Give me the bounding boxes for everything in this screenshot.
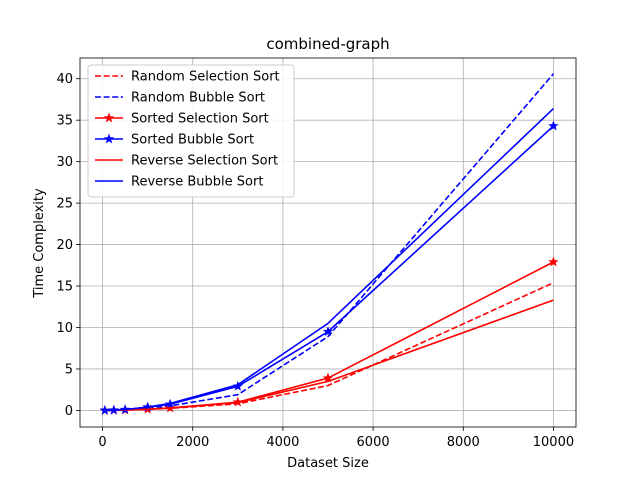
- series-line: [104, 108, 555, 412]
- series-reverse-selection-sort: [104, 299, 554, 412]
- series-reverse-bubble-sort: [104, 108, 555, 412]
- legend-item-sorted-bubble-sort: Sorted Bubble Sort: [95, 133, 254, 148]
- y-tick-label: 30: [56, 155, 73, 170]
- data-point-star: [232, 396, 244, 407]
- y-tick-label: 35: [56, 114, 73, 129]
- series-line: [104, 299, 554, 412]
- legend-box: [87, 64, 295, 198]
- x-tick-label: 4000: [266, 435, 299, 450]
- legend-item-sorted-selection-sort: Sorted Selection Sort: [95, 112, 269, 127]
- data-point-star: [322, 372, 334, 383]
- grid: [80, 58, 576, 427]
- legend-star-icon: [103, 133, 115, 144]
- y-tick-label: 10: [56, 321, 73, 336]
- x-tick-label: 0: [98, 435, 106, 450]
- x-tick-label: 10000: [533, 435, 574, 450]
- y-axis-label: Time Complexity: [32, 188, 47, 299]
- legend-item-reverse-bubble-sort: Reverse Bubble Sort: [95, 175, 263, 190]
- legend-label: Reverse Selection Sort: [131, 154, 278, 169]
- legend-label: Random Bubble Sort: [131, 91, 265, 106]
- x-tick-label: 8000: [447, 435, 480, 450]
- series-layer: [99, 73, 559, 415]
- series-random-selection-sort: [104, 281, 554, 412]
- legend-item-random-selection-sort: Random Selection Sort: [95, 70, 280, 85]
- legend-label: Reverse Bubble Sort: [131, 175, 263, 190]
- y-tick-label: 20: [56, 238, 73, 253]
- legend-item-random-bubble-sort: Random Bubble Sort: [95, 91, 265, 106]
- y-tick-label: 0: [65, 404, 73, 419]
- chart-title: combined-graph: [266, 35, 389, 53]
- y-tick-label: 40: [56, 72, 73, 87]
- legend-label: Sorted Bubble Sort: [131, 133, 254, 148]
- series-line: [104, 281, 554, 412]
- y-tick-label: 15: [56, 280, 73, 295]
- x-tick-label: 6000: [357, 435, 390, 450]
- legend-item-reverse-selection-sort: Reverse Selection Sort: [95, 154, 278, 169]
- plot-frame: [79, 57, 577, 428]
- data-point-star: [322, 326, 334, 337]
- legend-star-icon: [103, 112, 115, 123]
- legend: Random Selection Sort Random Bubble Sort S…: [87, 64, 295, 198]
- legend-label: Random Selection Sort: [131, 70, 280, 85]
- y-tick-label: 5: [65, 362, 73, 377]
- ticks: 0 2000 4000 6000 8000 10000 0 5 10 15 20 25 30 35 40: [56, 72, 574, 450]
- data-point-star: [548, 256, 559, 267]
- y-tick-label: 25: [56, 197, 73, 212]
- legend-label: Sorted Selection Sort: [131, 112, 269, 127]
- x-tick-label: 2000: [176, 435, 209, 450]
- x-axis-label: Dataset Size: [287, 456, 369, 471]
- data-point-star: [548, 120, 559, 131]
